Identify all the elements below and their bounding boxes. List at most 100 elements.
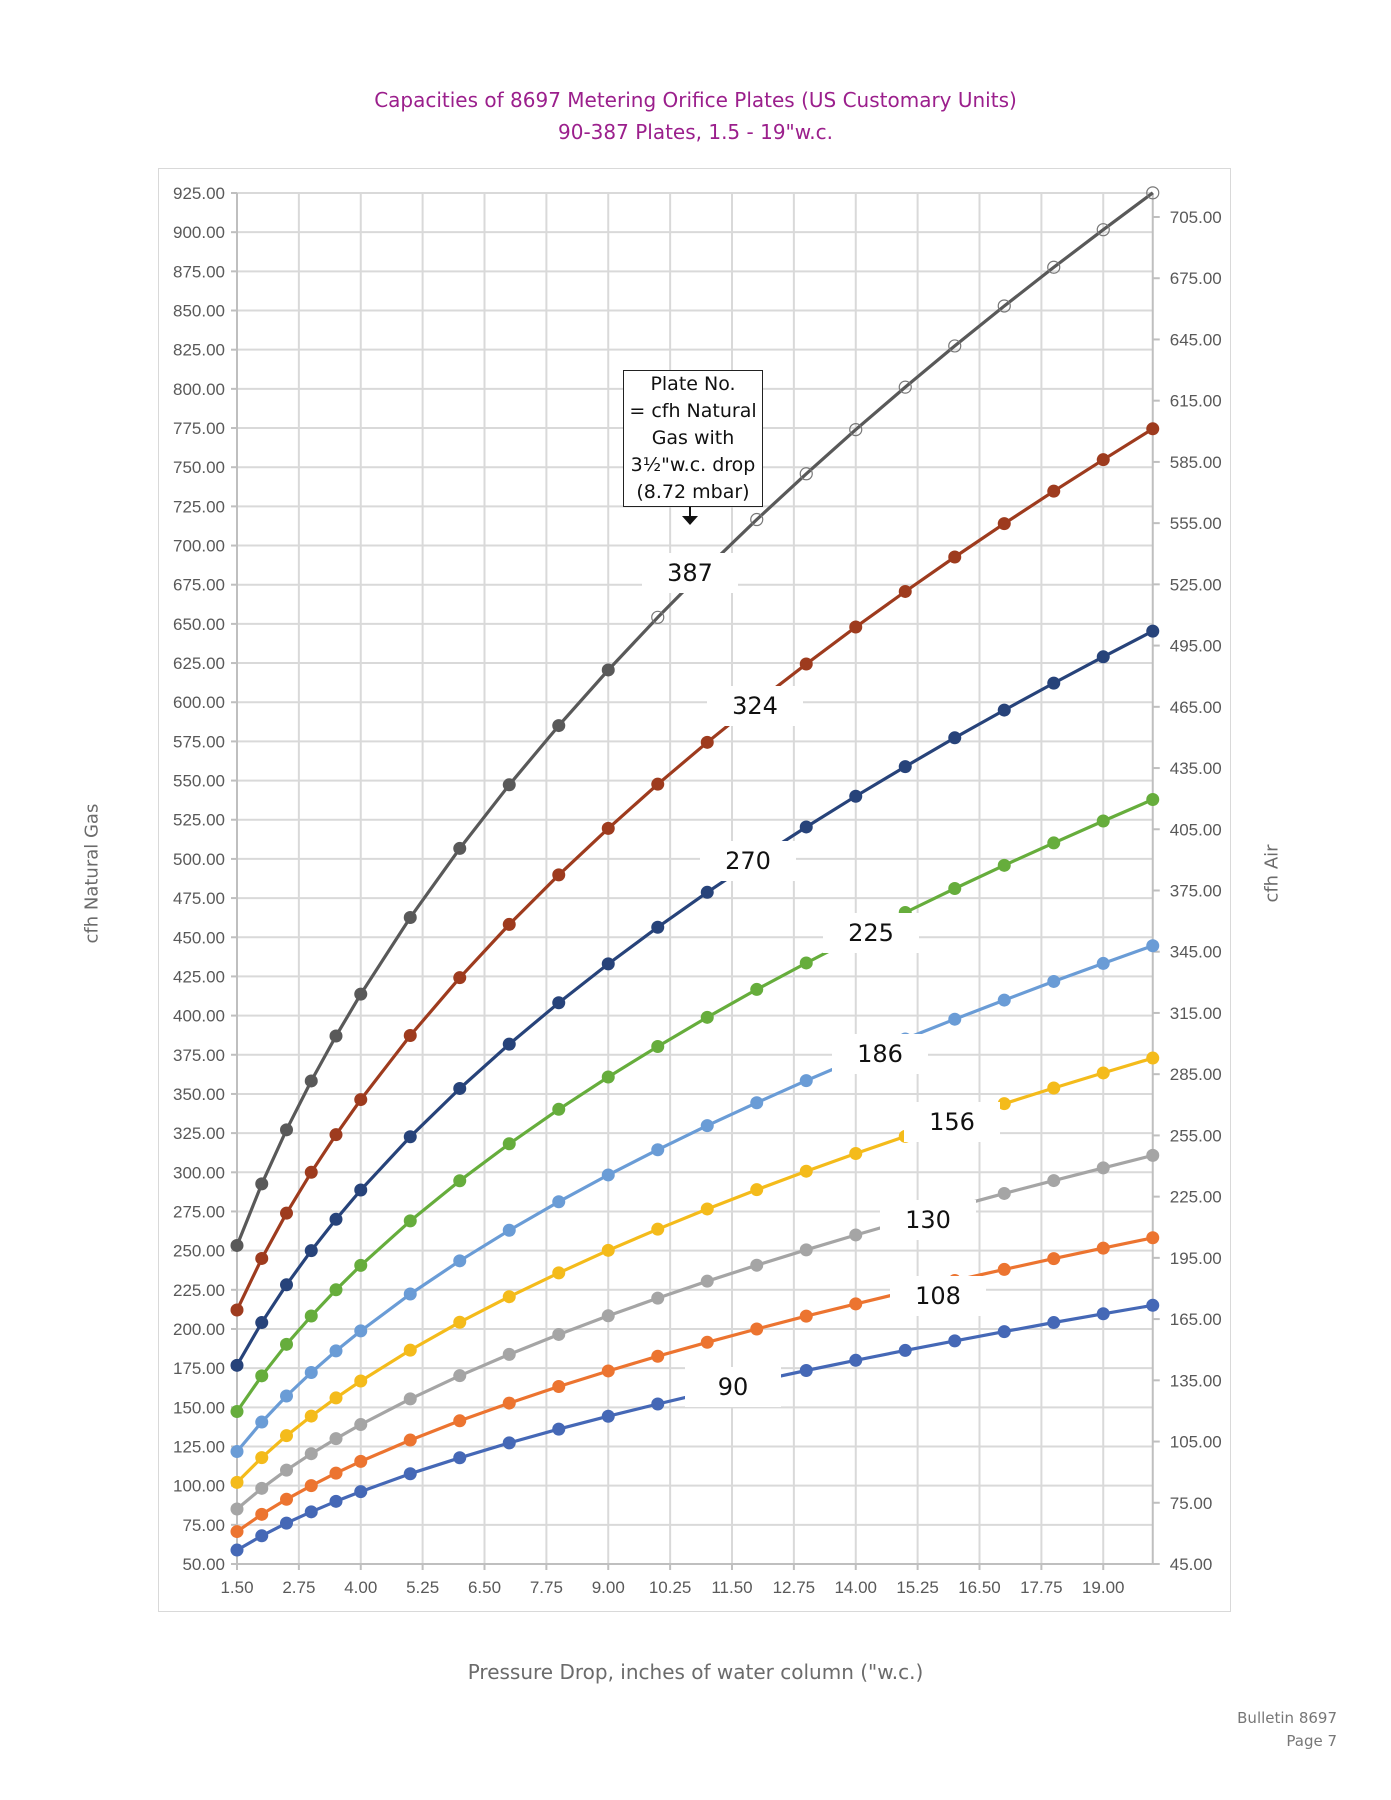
data-point [304, 1074, 318, 1088]
data-point [280, 1389, 293, 1403]
data-point [280, 1429, 293, 1443]
data-point [1146, 1148, 1160, 1162]
data-point [255, 1529, 269, 1543]
data-point [230, 1525, 244, 1539]
y2-tick-label: 105.00 [1170, 1433, 1222, 1452]
y-tick-label: 100.00 [173, 1477, 225, 1496]
series-label-270: 270 [700, 841, 796, 881]
data-point [502, 1347, 516, 1361]
data-point [552, 996, 566, 1010]
y-tick-label: 425.00 [173, 967, 225, 986]
data-point [601, 957, 615, 971]
y-tick-label: 750.00 [173, 458, 225, 477]
data-point [651, 1291, 665, 1305]
data-point [601, 1168, 615, 1182]
data-point [502, 778, 516, 792]
y2-tick-label: 345.00 [1170, 943, 1222, 962]
y2-tick-label: 615.00 [1170, 392, 1222, 411]
data-point [948, 882, 962, 896]
data-point [750, 1096, 764, 1110]
series-108 [230, 1231, 1160, 1539]
data-point [502, 1137, 516, 1151]
data-point [948, 1012, 962, 1026]
data-point [601, 1243, 615, 1257]
annotation-line: Gas with [651, 427, 735, 449]
data-point [552, 868, 566, 882]
data-point [651, 1143, 665, 1157]
data-point [997, 858, 1011, 872]
annotation-line: = cfh Natural [629, 400, 757, 422]
data-point [997, 299, 1011, 313]
y-tick-label: 225.00 [173, 1281, 225, 1300]
data-point [304, 1165, 318, 1179]
data-point [849, 1146, 863, 1160]
data-point [799, 1164, 813, 1178]
x-tick-label: 10.25 [649, 1578, 692, 1597]
data-point [453, 841, 467, 855]
chart-title: Capacities of 8697 Metering Orifice Plat… [374, 88, 1017, 112]
data-point [230, 1238, 244, 1252]
data-point [750, 1183, 764, 1197]
data-point [453, 1414, 467, 1428]
y-tick-label: 150.00 [173, 1398, 225, 1417]
data-point [799, 1243, 813, 1257]
data-point [799, 1363, 813, 1377]
data-point [997, 1325, 1011, 1339]
data-point [255, 1415, 269, 1429]
data-point [552, 1102, 566, 1116]
data-point [453, 971, 467, 985]
data-point [601, 1409, 615, 1423]
data-point [403, 1028, 417, 1042]
data-point [651, 1222, 665, 1236]
data-point [1096, 223, 1110, 237]
data-point [1096, 453, 1110, 467]
y2-tick-label: 705.00 [1170, 208, 1222, 227]
series-label-186: 186 [832, 1034, 928, 1074]
data-point [230, 1358, 244, 1372]
data-point [700, 1202, 714, 1216]
y2-tick-label: 285.00 [1170, 1065, 1222, 1084]
y-tick-label: 875.00 [173, 262, 225, 281]
data-point [601, 663, 615, 677]
data-point [898, 584, 912, 598]
data-point [849, 422, 863, 437]
data-point [651, 610, 665, 624]
data-point [948, 1334, 962, 1348]
series-label-90: 90 [685, 1367, 781, 1407]
data-point [453, 1315, 467, 1329]
annotation-line: Plate No. [650, 373, 736, 395]
y2-tick-label: 405.00 [1170, 820, 1222, 839]
data-point [948, 339, 962, 353]
chart-subtitle: 90-387 Plates, 1.5 - 19"w.c. [558, 120, 833, 144]
data-point [403, 1433, 417, 1447]
annotation-arrow-icon [682, 507, 698, 525]
data-point [255, 1451, 269, 1465]
y-axis-title: cfh Natural Gas [81, 803, 103, 944]
data-point [799, 956, 813, 970]
y2-tick-label: 465.00 [1170, 698, 1222, 717]
data-point [280, 1463, 293, 1477]
data-point [403, 1467, 417, 1481]
data-point [502, 1223, 516, 1237]
x-tick-label: 11.50 [711, 1578, 752, 1597]
x-tick-label: 12.75 [773, 1578, 816, 1597]
y-tick-label: 475.00 [173, 889, 225, 908]
data-point [799, 1309, 813, 1323]
data-point [255, 1369, 269, 1383]
data-point [329, 1212, 343, 1226]
y-tick-label: 525.00 [173, 811, 225, 830]
data-point [799, 820, 813, 834]
data-point [453, 1174, 467, 1188]
series-label-324: 324 [707, 686, 803, 726]
y2-tick-label: 315.00 [1170, 1004, 1222, 1023]
data-point [280, 1337, 293, 1351]
x-tick-label: 19.00 [1082, 1578, 1125, 1597]
series-225 [230, 793, 1160, 1419]
y-tick-label: 200.00 [173, 1320, 225, 1339]
data-point [255, 1251, 269, 1265]
data-point [1096, 1066, 1110, 1080]
data-point [502, 1037, 516, 1051]
data-point [329, 1029, 343, 1043]
data-point [304, 1366, 318, 1380]
series-label-387: 387 [642, 553, 738, 593]
